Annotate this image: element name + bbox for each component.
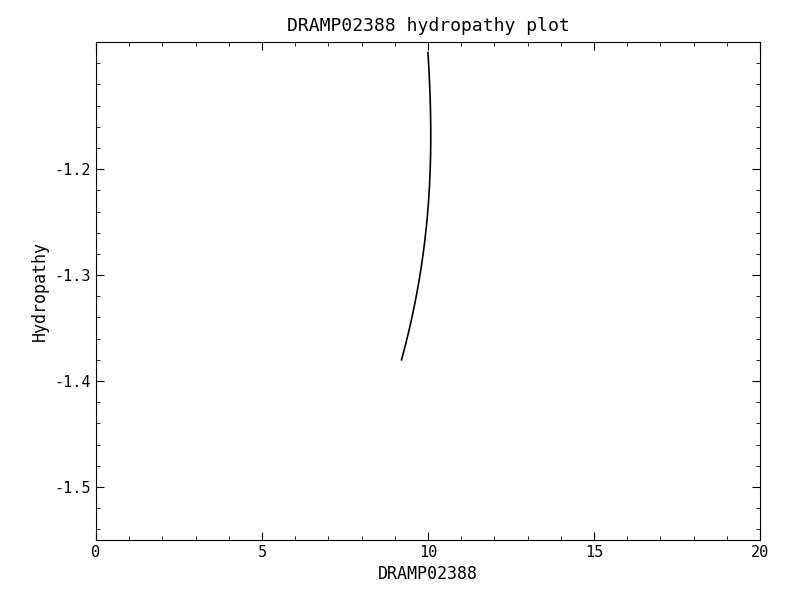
X-axis label: DRAMP02388: DRAMP02388 [378,565,478,583]
Title: DRAMP02388 hydropathy plot: DRAMP02388 hydropathy plot [286,17,570,35]
Y-axis label: Hydropathy: Hydropathy [31,241,49,341]
